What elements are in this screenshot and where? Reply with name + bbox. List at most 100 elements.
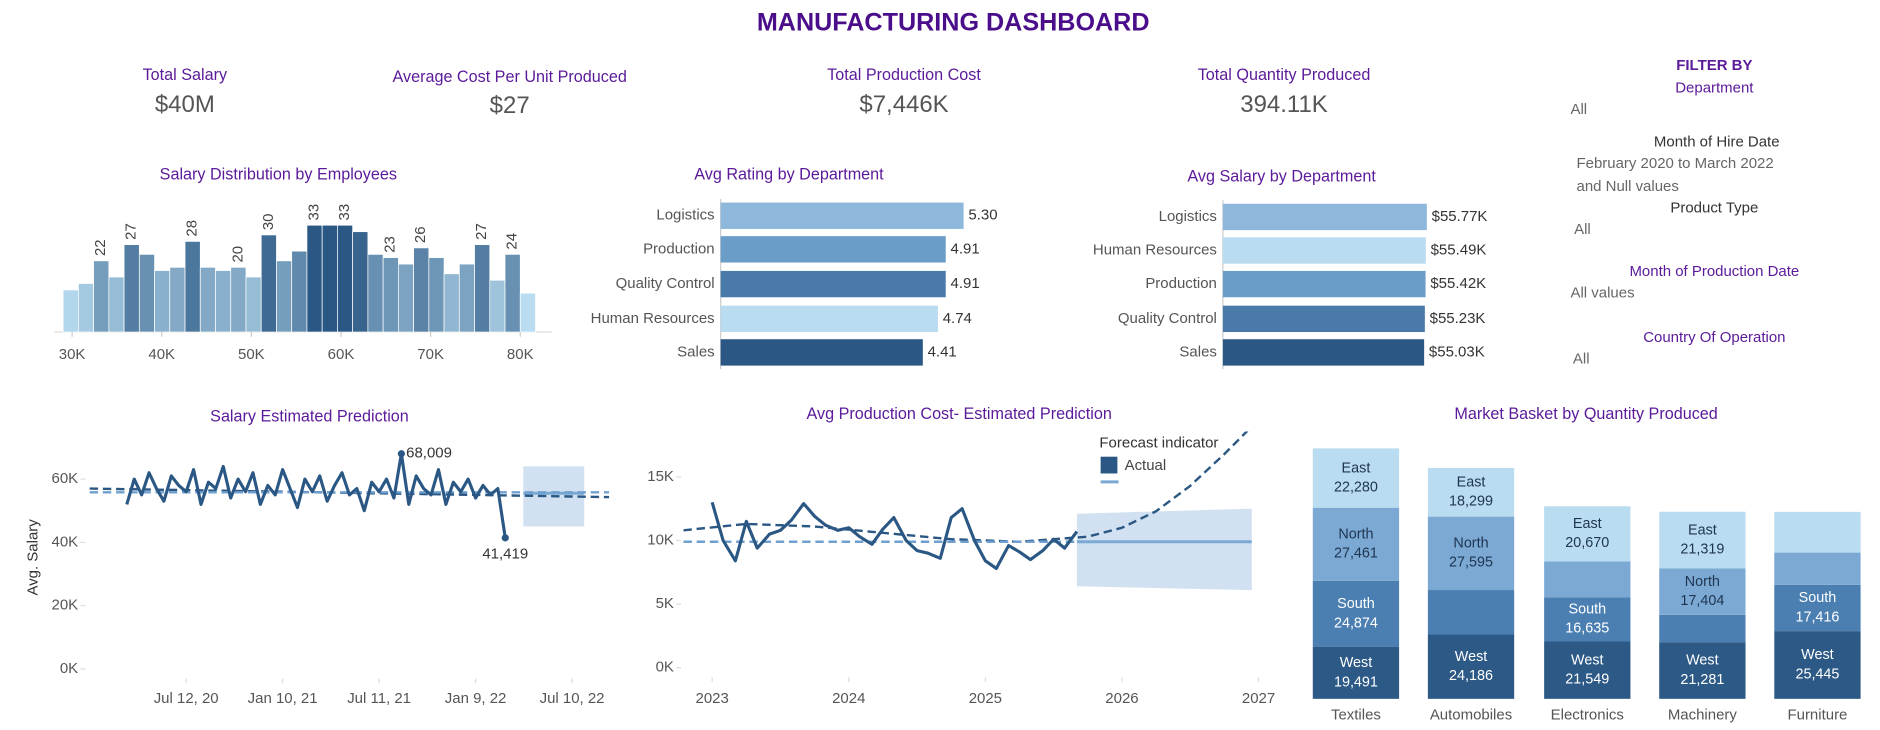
bar <box>1222 270 1426 298</box>
filter-label: Department <box>1675 80 1754 97</box>
filter-label: Country Of Operation <box>1643 329 1785 346</box>
bar-segment <box>1659 642 1746 699</box>
filter-heading: FILTER BY <box>1676 57 1752 74</box>
y-tick-label: 60K <box>52 470 79 487</box>
data-label: 4.41 <box>928 343 957 360</box>
histogram-bar <box>504 254 521 333</box>
x-tick-label: 60K <box>328 346 355 363</box>
chart-title: Avg Production Cost- Estimated Predictio… <box>807 405 1112 423</box>
histogram-bar <box>458 263 475 333</box>
x-tick-label: 70K <box>417 346 444 363</box>
x-tick-label: Textiles <box>1331 707 1381 724</box>
bar-segment <box>1312 507 1400 581</box>
histogram-bar <box>352 231 369 333</box>
x-tick-label: 2026 <box>1105 690 1138 707</box>
y-tick-label: 15K <box>647 468 674 485</box>
histogram-bar <box>215 270 232 333</box>
x-tick-label: Jul 12, 20 <box>154 690 219 707</box>
kpi-value: 394.11K <box>1240 91 1328 118</box>
histogram-bar <box>519 292 536 333</box>
forecast-band <box>1076 508 1252 591</box>
data-label: 41,419 <box>482 546 528 563</box>
data-label: 24,186 <box>1449 668 1493 684</box>
histogram-bar <box>138 254 155 333</box>
point-marker <box>397 450 405 458</box>
histogram-bar <box>169 266 186 333</box>
histogram-bar <box>78 283 94 333</box>
data-label: 20 <box>229 246 246 263</box>
data-label: 22,280 <box>1334 479 1378 495</box>
filter-value[interactable]: and Null values <box>1577 178 1679 195</box>
data-label: 27 <box>473 223 490 240</box>
segment-name: North <box>1338 526 1373 542</box>
data-label: $55.77K <box>1432 208 1488 225</box>
segment-name: West <box>1340 655 1372 671</box>
data-label: 19,491 <box>1334 674 1378 690</box>
point-marker <box>501 534 509 542</box>
bar <box>720 339 923 366</box>
bar-segment <box>1312 580 1400 647</box>
x-tick-label: 50K <box>238 346 265 363</box>
kpi-label: Total Salary <box>143 66 228 84</box>
data-label: 23 <box>382 236 399 253</box>
bar-segment <box>1427 516 1515 591</box>
bar-segment <box>1544 597 1631 642</box>
bar-segment <box>1312 646 1400 699</box>
kpi-value: $7,446K <box>859 91 948 118</box>
bar-segment <box>1544 641 1631 699</box>
y-tick-label: 10K <box>647 531 674 548</box>
chart-title: Avg Salary by Department <box>1187 168 1376 186</box>
x-tick-label: 40K <box>148 346 175 363</box>
x-tick-label: Machinery <box>1668 707 1738 724</box>
histogram-bar <box>230 266 247 333</box>
filter-value[interactable]: February 2020 to March 2022 <box>1577 155 1774 172</box>
kpi-label: Average Cost Per Unit Produced <box>393 68 627 86</box>
histogram-bar <box>428 257 445 333</box>
segment-name: North <box>1685 574 1720 590</box>
histogram-bar <box>245 276 262 333</box>
data-label: 17,404 <box>1680 593 1724 609</box>
legend-label: Actual <box>1125 457 1167 474</box>
series-line <box>125 452 507 539</box>
category-label: Logistics <box>1159 208 1217 225</box>
data-label: 30 <box>260 213 277 230</box>
legend-title: Forecast indicator <box>1099 434 1218 451</box>
histogram-bar <box>413 247 430 333</box>
kpi-label: Total Quantity Produced <box>1198 66 1371 84</box>
bar <box>720 236 946 263</box>
dashboard-title: MANUFACTURING DASHBOARD <box>757 9 1150 37</box>
legend-swatch <box>1100 456 1118 474</box>
filter-value[interactable]: All <box>1573 351 1590 368</box>
series-line <box>710 501 1079 571</box>
segment-name: West <box>1801 647 1833 663</box>
category-label: Human Resources <box>1093 241 1217 258</box>
data-label: 27 <box>123 223 140 240</box>
data-label: $55.23K <box>1430 310 1486 327</box>
data-label: 27,461 <box>1334 546 1378 562</box>
segment-name: East <box>1688 522 1717 538</box>
filter-label: Month of Production Date <box>1629 263 1799 280</box>
data-label: 21,549 <box>1565 672 1609 688</box>
data-label: 21,319 <box>1680 542 1724 558</box>
histogram-bar <box>123 244 140 333</box>
filter-value[interactable]: All <box>1574 221 1591 238</box>
data-label: 26 <box>412 226 429 243</box>
segment-name: East <box>1573 516 1602 532</box>
x-tick-label: Furniture <box>1787 707 1847 724</box>
segment-name: East <box>1342 460 1371 476</box>
segment-name: West <box>1686 653 1718 669</box>
histogram-bar <box>184 241 201 333</box>
data-label: 25,445 <box>1795 666 1839 682</box>
histogram-bar <box>276 260 293 333</box>
bar-segment <box>1659 568 1746 615</box>
y-tick-label: 20K <box>52 597 79 614</box>
category-label: Production <box>643 240 715 257</box>
histogram-bar <box>199 266 216 333</box>
category-label: Sales <box>1179 343 1216 360</box>
y-tick-label: 40K <box>52 533 79 550</box>
filter-value[interactable]: All <box>1571 101 1588 118</box>
filter-value[interactable]: All values <box>1571 285 1635 302</box>
category-label: Quality Control <box>616 275 715 292</box>
